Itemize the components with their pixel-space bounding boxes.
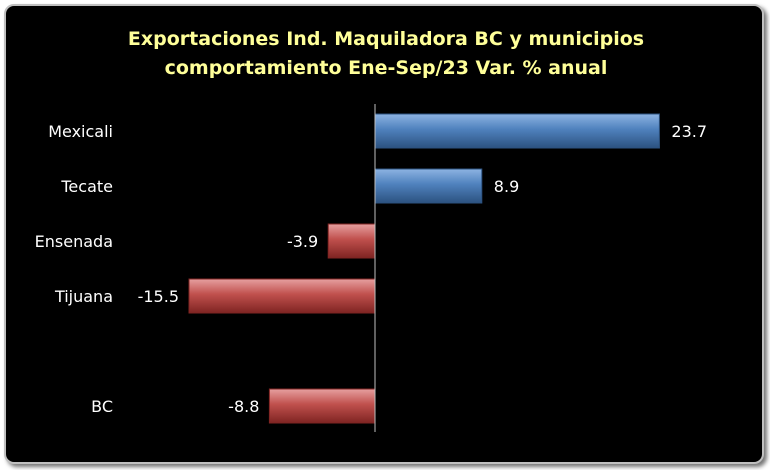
category-label: Mexicali: [48, 122, 113, 141]
bar-tijuana: [188, 278, 376, 314]
data-label: -15.5: [138, 287, 179, 306]
labels-group: Mexicali 23.7 Tecate 8.9 Ensenada -3.9 Tijuana…: [35, 122, 707, 416]
data-label: -8.8: [228, 397, 259, 416]
data-label: 23.7: [671, 122, 707, 141]
chart-title: Exportaciones Ind. Maquiladora BC y muni…: [128, 28, 644, 50]
bar-ensenada: [327, 223, 376, 259]
bar-mexicali: [374, 113, 660, 149]
category-label: BC: [91, 397, 113, 416]
chart-frame: [4, 4, 764, 464]
chart-subtitle: comportamiento Ene-Sep/23 Var. % anual: [165, 57, 608, 79]
data-label: 8.9: [494, 177, 519, 196]
data-label: -3.9: [287, 232, 318, 251]
bar-bc: [268, 388, 376, 424]
category-label: Tijuana: [54, 287, 113, 306]
bars-group: [188, 113, 660, 424]
category-label: Ensenada: [35, 232, 113, 251]
category-label: Tecate: [60, 177, 113, 196]
bar-tecate: [374, 168, 483, 204]
